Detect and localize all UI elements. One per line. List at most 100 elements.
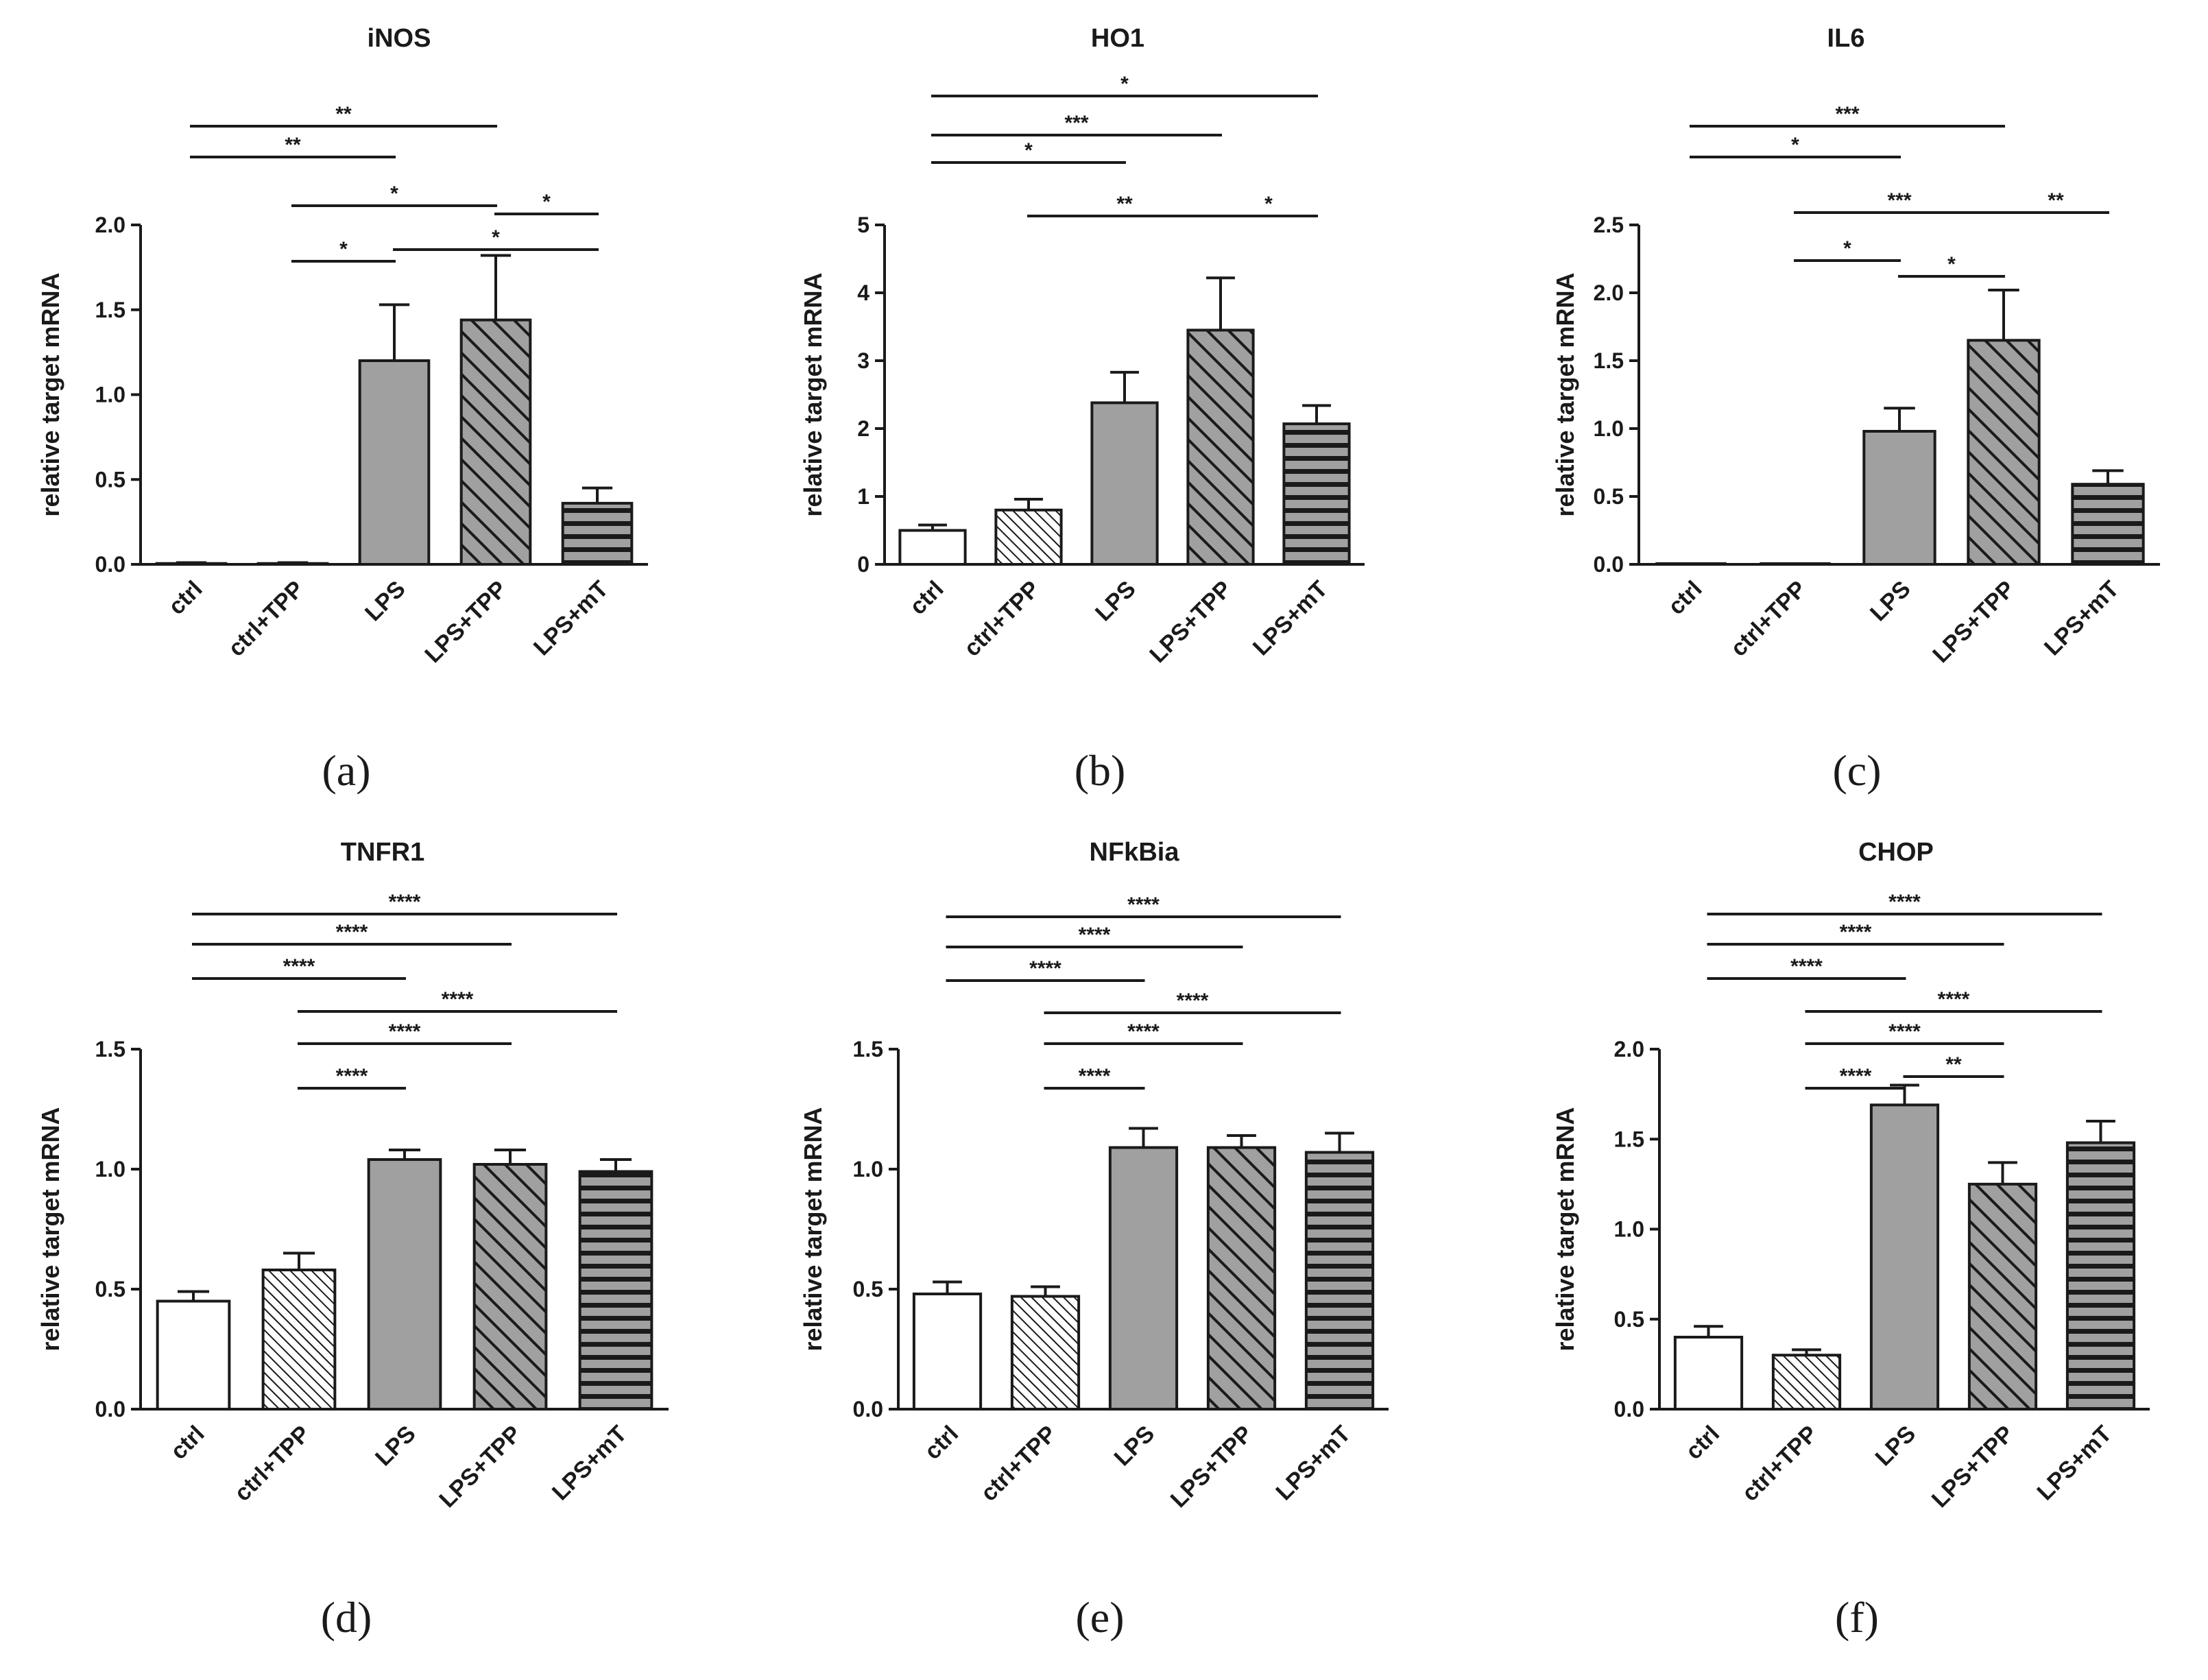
- significance-label: *: [390, 182, 398, 205]
- panels-group: iNOS relative target mRNA 0.0 0.5 1.0 1.5 2.0 c…: [36, 24, 2160, 1642]
- bar-lps-plus-tpp: [1186, 328, 1255, 566]
- x-tick-label: LPS+mT: [1271, 1421, 1356, 1506]
- significance-label: *: [339, 238, 348, 261]
- y-tick-label: 3: [857, 348, 869, 373]
- y-tick-label: 1.5: [853, 1037, 883, 1061]
- bar-lps-plus-tpp: [1967, 339, 2041, 566]
- bar-lps: [367, 1158, 442, 1411]
- y-tick-label: 1.5: [95, 298, 125, 322]
- bar-lps: [1108, 1146, 1179, 1411]
- y-tick-label: 1.0: [853, 1157, 883, 1181]
- x-tick-label: LPS: [1865, 576, 1916, 627]
- x-tick-label: LPS: [1109, 1421, 1160, 1472]
- y-tick-label: 2.0: [1594, 280, 1624, 305]
- bar-lps-plus-mt: [2065, 1141, 2136, 1411]
- x-tick-label: LPS+TPP: [434, 1421, 526, 1513]
- y-tick-label: 0.5: [1614, 1307, 1644, 1332]
- significance-label: *: [492, 226, 500, 249]
- y-tick-label: 1: [857, 484, 869, 509]
- significance-label: ****: [1840, 1065, 1872, 1088]
- y-tick-label: 1.0: [1594, 416, 1624, 441]
- chart-title: CHOP: [1858, 838, 1934, 867]
- y-tick-label: 0.5: [95, 467, 125, 492]
- bar-lps-plus-tpp: [472, 1163, 548, 1411]
- x-tick-label: LPS: [360, 576, 411, 627]
- significance-label: ****: [1127, 1020, 1160, 1043]
- significance-label: ****: [1888, 1020, 1921, 1043]
- bar-lps-plus-mt: [1282, 422, 1351, 566]
- bar-ctrl-plus-tpp: [261, 1269, 337, 1411]
- y-tick-label: 0.0: [1594, 552, 1624, 577]
- y-tick-label: 0: [857, 552, 869, 577]
- y-tick-label: 0.5: [1594, 484, 1624, 509]
- bar-ctrl-plus-tpp: [994, 508, 1063, 566]
- x-tick-label: LPS+mT: [1248, 576, 1333, 661]
- bar-lps-plus-tpp: [1206, 1146, 1277, 1411]
- x-tick-label: LPS: [370, 1421, 421, 1472]
- x-tick-label: ctrl: [1663, 576, 1707, 620]
- bar-lps-plus-tpp: [1967, 1182, 2038, 1411]
- bar-lps-plus-mt: [1304, 1151, 1375, 1411]
- y-axis-label: relative target mRNA: [799, 272, 827, 516]
- panel-label: (f): [1835, 1593, 1879, 1642]
- chart-panel-d: TNFR1 relative target mRNA 0.0 0.5 1.0 1.5 ctr…: [36, 838, 669, 1642]
- significance-label: ****: [442, 988, 474, 1011]
- significance-label: **: [2048, 189, 2064, 212]
- x-tick-label: ctrl: [904, 576, 948, 620]
- significance-label: *: [1843, 237, 1851, 260]
- x-tick-label: ctrl: [920, 1421, 963, 1465]
- panel-label: (d): [321, 1593, 372, 1642]
- significance-label: ****: [1127, 893, 1160, 916]
- panel-label: (a): [322, 746, 370, 795]
- chart-title: iNOS: [368, 24, 431, 53]
- significance-label: ***: [1835, 103, 1859, 125]
- significance-label: *: [1947, 253, 1956, 276]
- y-tick-label: 1.5: [1594, 348, 1624, 373]
- x-tick-label: ctrl: [1681, 1421, 1725, 1465]
- x-tick-label: LPS+TPP: [1927, 1421, 2019, 1513]
- significance-label: ***: [1887, 189, 1911, 212]
- panel-label: (b): [1075, 746, 1126, 795]
- significance-label: *: [1791, 134, 1799, 156]
- significance-label: ****: [1177, 989, 1209, 1012]
- bar-ctrl: [1673, 1336, 1744, 1411]
- significance-label: **: [335, 103, 352, 125]
- y-axis-label: relative target mRNA: [1551, 1107, 1579, 1351]
- x-tick-label: LPS+TPP: [1166, 1421, 1258, 1513]
- y-tick-label: 0.0: [95, 552, 125, 577]
- x-tick-label: ctrl+TPP: [224, 576, 309, 662]
- bar-ctrl: [912, 1293, 983, 1411]
- bar-lps: [358, 359, 431, 566]
- chart-panel-a: iNOS relative target mRNA 0.0 0.5 1.0 1.5 2.0 c…: [36, 24, 648, 795]
- y-tick-label: 0.0: [95, 1397, 125, 1421]
- significance-label: ****: [1790, 955, 1823, 978]
- significance-label: ****: [283, 955, 315, 978]
- x-tick-label: ctrl: [165, 1421, 209, 1465]
- y-tick-label: 2.0: [1614, 1037, 1644, 1061]
- bar-lps: [1862, 429, 1936, 566]
- x-tick-label: LPS+mT: [547, 1421, 632, 1506]
- bar-ctrl: [898, 529, 967, 566]
- significance-label: ****: [1079, 924, 1111, 946]
- y-tick-label: 0.5: [853, 1277, 883, 1301]
- y-tick-label: 0.0: [1614, 1397, 1644, 1421]
- x-tick-label: ctrl+TPP: [1737, 1421, 1823, 1507]
- chart-panel-c: IL6 relative target mRNA 0.0 0.5 1.0 1.5 2.0 2.…: [1551, 24, 2160, 795]
- x-tick-label: LPS+mT: [529, 576, 614, 661]
- y-tick-label: 2.0: [95, 213, 125, 237]
- significance-label: **: [1116, 193, 1133, 215]
- significance-label: ****: [389, 1020, 421, 1043]
- y-tick-label: 1.0: [1614, 1217, 1644, 1242]
- chart-panel-e: NFkBia relative target mRNA 0.0 0.5 1.0 1.5 ct…: [799, 838, 1389, 1642]
- significance-label: ****: [1840, 921, 1872, 944]
- panel-label: (c): [1832, 746, 1881, 795]
- panel-label: (e): [1075, 1593, 1124, 1642]
- bar-lps-plus-mt: [561, 501, 634, 566]
- significance-label: ****: [336, 921, 368, 944]
- x-tick-label: LPS+mT: [2039, 576, 2124, 661]
- chart-title: IL6: [1827, 24, 1865, 53]
- x-tick-label: LPS+TPP: [1928, 576, 2019, 668]
- significance-label: ****: [1079, 1065, 1111, 1088]
- y-tick-label: 1.0: [95, 1157, 125, 1181]
- y-tick-label: 0.0: [853, 1397, 883, 1421]
